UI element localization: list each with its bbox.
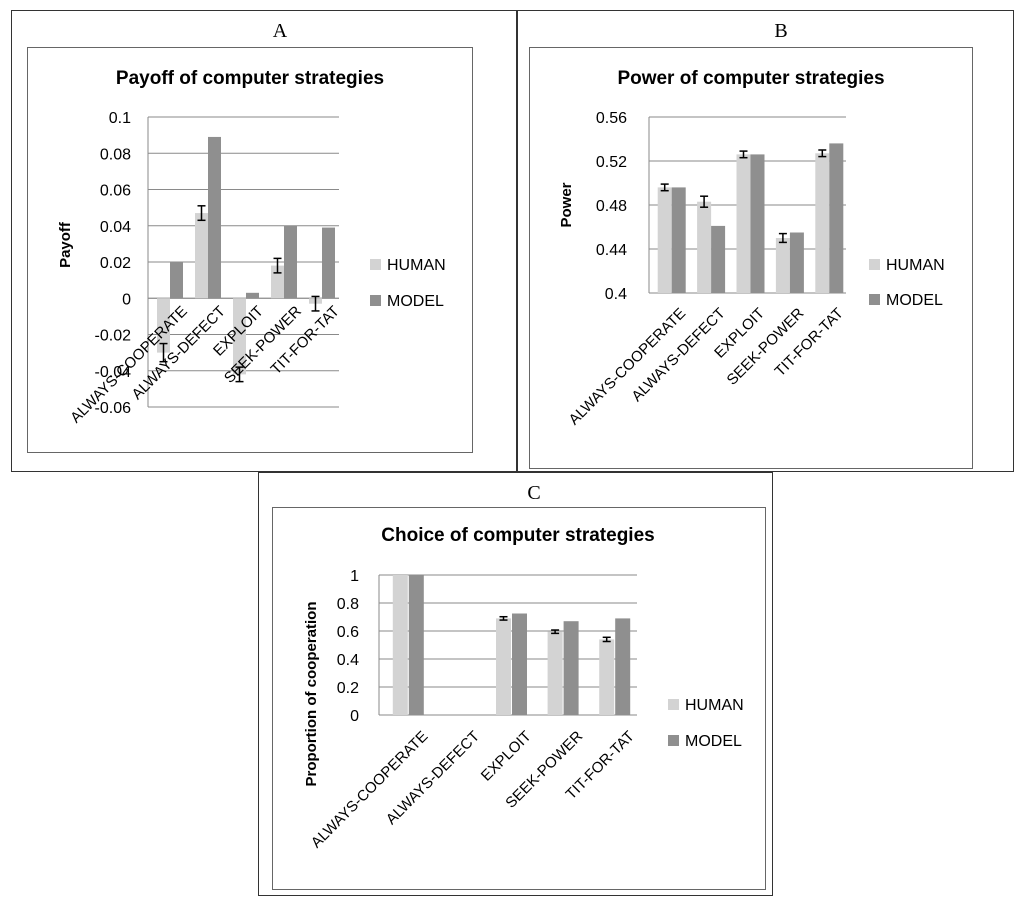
model-bar (671, 187, 686, 293)
legend-label: MODEL (685, 733, 742, 750)
legend-label: HUMAN (685, 697, 744, 714)
y-tick-label: 0.08 (100, 146, 131, 163)
legend-swatch (869, 259, 880, 270)
chart-a-frame (27, 47, 473, 453)
model-bar (829, 143, 844, 293)
legend-label: HUMAN (886, 257, 945, 274)
model-bar (170, 262, 183, 299)
model-bar (512, 613, 527, 715)
panel-a-letter: A (272, 20, 288, 42)
chart-title: Choice of computer strategies (381, 525, 654, 546)
y-tick-label: 0.2 (337, 680, 359, 697)
human-bar (271, 265, 284, 299)
legend-swatch (668, 699, 679, 710)
model-bar (246, 292, 259, 299)
legend-swatch (370, 259, 381, 270)
human-bar (815, 153, 830, 293)
y-tick-label: 0 (350, 708, 359, 725)
chart-title: Power of computer strategies (617, 68, 884, 89)
model-bar (711, 225, 726, 293)
human-bar (195, 213, 208, 299)
legend-label: MODEL (886, 292, 943, 309)
y-axis-label: Payoff (57, 221, 74, 268)
human-bar (392, 575, 408, 715)
y-tick-label: 0.6 (337, 624, 359, 641)
y-tick-label: -0.04 (95, 364, 132, 381)
y-tick-label: 0.8 (337, 596, 359, 613)
model-bar (322, 227, 335, 299)
human-bar (697, 201, 712, 293)
human-bar (233, 298, 246, 375)
model-bar (750, 154, 765, 293)
human-bar (547, 631, 563, 715)
human-bar (599, 639, 615, 715)
y-tick-label: 0.04 (100, 219, 131, 236)
y-tick-label: -0.06 (95, 400, 132, 417)
y-tick-label: 0.52 (596, 154, 627, 171)
human-bar (775, 238, 790, 293)
y-tick-label: 0.1 (109, 110, 131, 127)
model-bar (563, 621, 579, 715)
y-tick-label: 0.56 (596, 110, 627, 127)
model-bar (208, 136, 221, 299)
y-tick-label: 0.4 (605, 286, 627, 303)
legend-swatch (668, 735, 679, 746)
legend-label: HUMAN (387, 257, 446, 274)
y-tick-label: 0.02 (100, 255, 131, 272)
y-tick-label: 1 (350, 568, 359, 585)
panel-b-letter: B (774, 20, 788, 42)
y-tick-label: 0.44 (596, 242, 627, 259)
human-bar (657, 187, 672, 293)
model-bar (615, 618, 631, 715)
legend-swatch (869, 294, 880, 305)
chart-title: Payoff of computer strategies (116, 68, 384, 89)
y-tick-label: 0.06 (100, 183, 131, 200)
model-bar (284, 225, 297, 299)
human-bar (496, 618, 511, 715)
legend-swatch (370, 295, 381, 306)
panel-c-letter: C (527, 482, 541, 504)
x-tick-label: ALWAYS-DEFECT (383, 728, 483, 828)
y-tick-label: -0.02 (95, 328, 132, 345)
y-axis-label: Proportion of cooperation (303, 602, 320, 787)
model-bar (408, 575, 424, 715)
human-bar (736, 154, 751, 293)
y-axis-label: Power (558, 182, 575, 227)
model-bar (789, 232, 804, 293)
legend-label: MODEL (387, 293, 444, 310)
y-tick-label: 0.48 (596, 198, 627, 215)
y-tick-label: 0.4 (337, 652, 359, 669)
y-tick-label: 0 (122, 291, 131, 308)
human-bar (157, 298, 170, 353)
